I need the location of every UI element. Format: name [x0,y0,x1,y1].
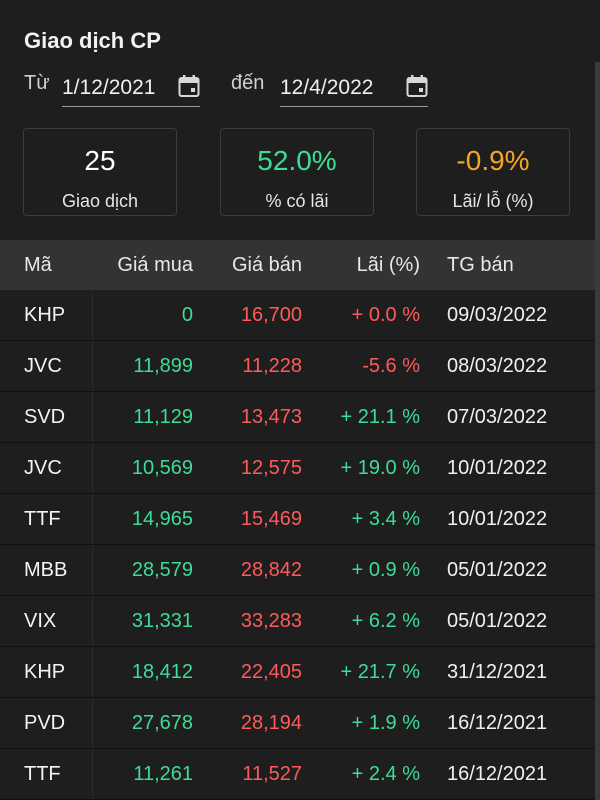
cell-sell-time: 05/01/2022 [447,610,548,632]
cell-ticker: KHP [24,661,66,683]
table-row[interactable]: MBB 28,579 28,842 + 0.9 % 05/01/2022 [0,545,595,596]
table-row[interactable]: TTF 14,965 15,469 + 3.4 % 10/01/2022 [0,494,595,545]
stat-value: -0.9% [456,145,530,176]
cell-sell-time: 10/01/2022 [447,508,548,530]
stat-caption: Lãi/ lỗ (%) [452,191,534,211]
trades-table: Mã Giá mua Giá bán Lãi (%) TG bán KHP 0 16… [0,240,595,800]
header-ma[interactable]: Mã [24,254,52,276]
cell-buy-price: 27,678 [131,712,193,734]
table-row[interactable]: VIX 31,331 33,283 + 6.2 % 05/01/2022 [0,596,595,647]
cell-ticker: MBB [24,559,68,581]
cell-sell-price: 11,527 [242,763,302,785]
cell-sell-price: 28,194 [240,712,302,734]
column-divider [92,596,93,646]
cell-ticker: SVD [24,406,66,428]
cell-sell-time: 10/01/2022 [447,457,548,479]
stat-value: 52.0% [257,145,337,176]
cell-ticker: TTF [24,763,61,785]
cell-ticker: TTF [24,508,61,530]
cell-buy-price: 11,129 [133,406,193,428]
header-buy-price[interactable]: Giá mua [117,254,193,276]
cell-sell-price: 15,469 [240,508,302,530]
cell-sell-time: 31/12/2021 [447,661,548,683]
calendar-icon[interactable] [406,74,428,98]
from-date-field[interactable]: 1/12/2021 [62,70,200,107]
cell-sell-time: 07/03/2022 [447,406,548,428]
cell-ticker: JVC [24,355,62,377]
table-row[interactable]: JVC 11,899 11,228 -5.6 % 08/03/2022 [0,341,595,392]
column-divider [92,698,93,748]
page-title: Giao dịch CP [24,28,161,53]
cell-profit-pct: + 6.2 % [351,610,420,632]
table-row[interactable]: PVD 27,678 28,194 + 1.9 % 16/12/2021 [0,698,595,749]
cell-buy-price: 14,965 [131,508,193,530]
stat-card-trades: 25 Giao dịch [23,128,177,216]
stat-value: 25 [84,145,116,176]
header-sell-time[interactable]: TG bán [447,254,514,276]
table-header: Mã Giá mua Giá bán Lãi (%) TG bán [0,240,595,290]
from-label: Từ [24,72,50,94]
to-date-field[interactable]: 12/4/2022 [280,70,428,107]
cell-buy-price: 18,412 [131,661,193,683]
column-divider [92,443,93,493]
scrollbar[interactable] [595,62,600,800]
column-divider [92,341,93,391]
stat-card-profitable: 52.0% % có lãi [220,128,374,216]
stat-card-pnl: -0.9% Lãi/ lỗ (%) [416,128,570,216]
cell-ticker: JVC [24,457,62,479]
to-label: đến [231,72,265,94]
cell-buy-price: 0 [181,304,193,326]
cell-sell-time: 16/12/2021 [447,712,548,734]
cell-profit-pct: + 21.7 % [340,661,420,683]
table-row[interactable]: KHP 0 16,700 + 0.0 % 09/03/2022 [0,290,595,341]
cell-sell-time: 09/03/2022 [447,304,548,326]
cell-profit-pct: + 3.4 % [351,508,420,530]
cell-sell-price: 22,405 [240,661,302,683]
cell-profit-pct: -5.6 % [362,355,420,377]
cell-buy-price: 10,569 [131,457,193,479]
cell-sell-price: 13,473 [240,406,302,428]
cell-ticker: PVD [24,712,66,734]
cell-profit-pct: + 19.0 % [340,457,420,479]
cell-ticker: KHP [24,304,66,326]
cell-sell-price: 12,575 [240,457,302,479]
cell-ticker: VIX [24,610,57,632]
stats-row: 25 Giao dịch 52.0% % có lãi -0.9% Lãi/ l… [23,128,570,218]
cell-sell-time: 08/03/2022 [447,355,548,377]
cell-buy-price: 11,899 [133,355,193,377]
cell-profit-pct: + 0.9 % [351,559,420,581]
table-row[interactable]: TTF 11,261 11,527 + 2.4 % 16/12/2021 [0,749,595,800]
cell-profit-pct: + 1.9 % [351,712,420,734]
cell-profit-pct: + 21.1 % [340,406,420,428]
cell-sell-price: 16,700 [240,304,302,326]
cell-sell-price: 33,283 [240,610,302,632]
cell-buy-price: 11,261 [133,763,193,785]
cell-sell-price: 28,842 [240,559,302,581]
to-date-value: 12/4/2022 [280,76,374,99]
cell-profit-pct: + 2.4 % [351,763,420,785]
calendar-icon[interactable] [178,74,200,98]
header-profit-pct[interactable]: Lãi (%) [356,254,420,276]
column-divider [92,290,93,340]
cell-buy-price: 31,331 [131,610,193,632]
table-row[interactable]: KHP 18,412 22,405 + 21.7 % 31/12/2021 [0,647,595,698]
header-sell-price[interactable]: Giá bán [231,254,302,276]
column-divider [92,494,93,544]
column-divider [92,392,93,442]
column-divider [92,647,93,697]
stat-caption: Giao dịch [61,191,139,211]
stat-caption: % có lãi [265,191,329,211]
cell-buy-price: 28,579 [131,559,193,581]
column-divider [92,749,93,799]
cell-sell-price: 11,228 [242,355,302,377]
table-row[interactable]: JVC 10,569 12,575 + 19.0 % 10/01/2022 [0,443,595,494]
column-divider [92,545,93,595]
table-row[interactable]: SVD 11,129 13,473 + 21.1 % 07/03/2022 [0,392,595,443]
cell-profit-pct: + 0.0 % [351,304,420,326]
cell-sell-time: 05/01/2022 [447,559,548,581]
cell-sell-time: 16/12/2021 [447,763,548,785]
from-date-value: 1/12/2021 [62,76,156,99]
date-range: Từ 1/12/2021 đến 12/4/2022 [24,70,584,110]
